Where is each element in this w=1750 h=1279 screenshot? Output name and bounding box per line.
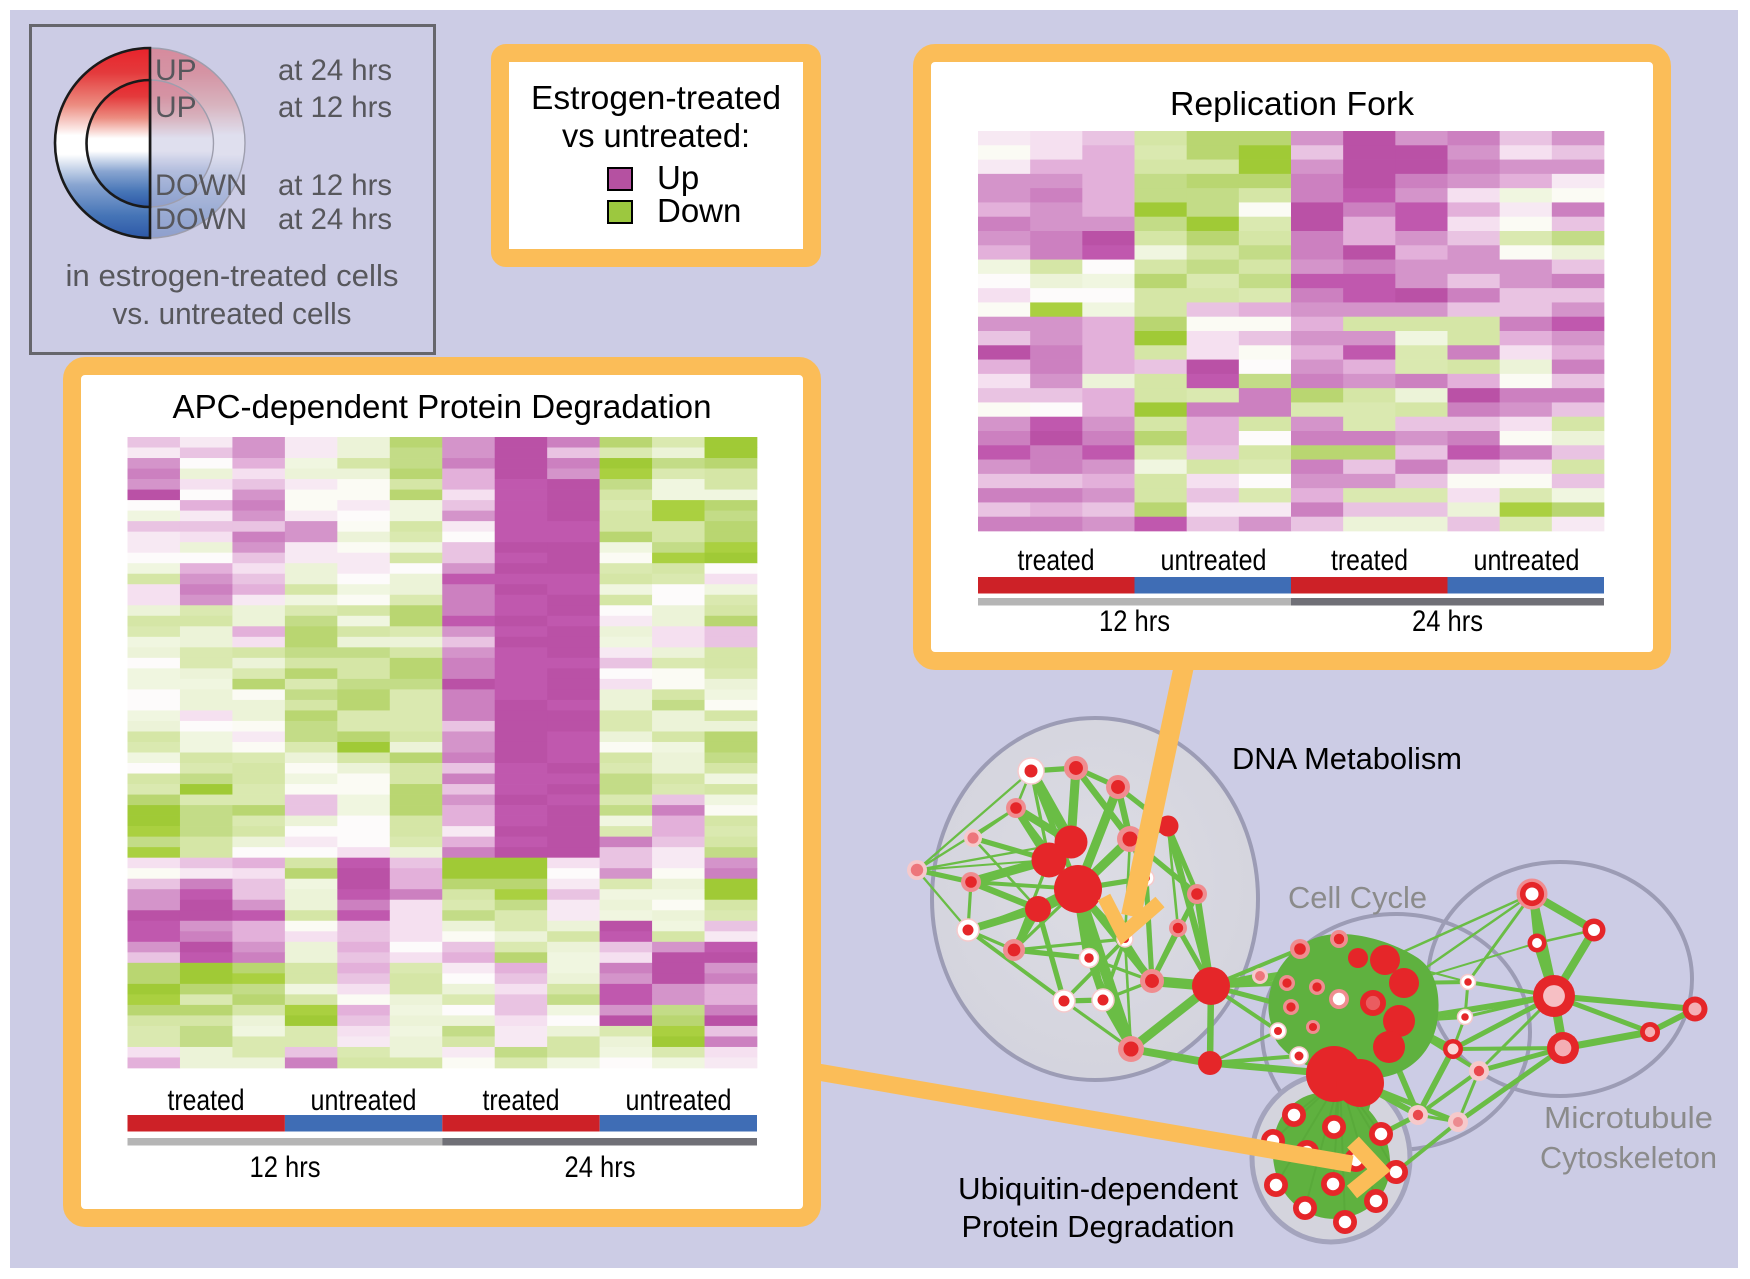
svg-text:untreated: untreated — [311, 1084, 417, 1117]
svg-text:at 24 hrs: at 24 hrs — [278, 54, 392, 87]
svg-text:at 12 hrs: at 12 hrs — [278, 169, 392, 202]
svg-text:24 hrs: 24 hrs — [565, 1151, 636, 1184]
svg-text:Cell Cycle: Cell Cycle — [1288, 880, 1427, 915]
svg-text:DOWN: DOWN — [155, 169, 247, 202]
svg-text:treated: treated — [1018, 544, 1095, 577]
svg-text:at 24 hrs: at 24 hrs — [278, 203, 392, 236]
svg-text:Ubiquitin-dependent: Ubiquitin-dependent — [958, 1171, 1238, 1206]
svg-text:UP: UP — [155, 91, 197, 124]
svg-text:treated: treated — [1331, 544, 1408, 577]
svg-text:Estrogen-treated: Estrogen-treated — [531, 79, 781, 116]
svg-text:untreated: untreated — [626, 1084, 732, 1117]
svg-text:untreated: untreated — [1474, 544, 1580, 577]
svg-text:Replication Fork: Replication Fork — [1170, 85, 1415, 122]
svg-text:12 hrs: 12 hrs — [1099, 605, 1170, 638]
svg-text:untreated: untreated — [1161, 544, 1267, 577]
svg-text:at 12 hrs: at 12 hrs — [278, 91, 392, 124]
svg-text:Protein Degradation: Protein Degradation — [962, 1209, 1235, 1244]
svg-text:Cytoskeleton: Cytoskeleton — [1540, 1140, 1717, 1175]
svg-text:Microtubule: Microtubule — [1544, 1100, 1713, 1135]
svg-text:treated: treated — [168, 1084, 245, 1117]
svg-text:24 hrs: 24 hrs — [1412, 605, 1483, 638]
svg-text:APC-dependent Protein Degradat: APC-dependent Protein Degradation — [173, 388, 712, 425]
svg-text:vs untreated:: vs untreated: — [562, 117, 750, 154]
svg-text:UP: UP — [155, 54, 197, 87]
svg-text:12 hrs: 12 hrs — [250, 1151, 321, 1184]
svg-text:vs. untreated cells: vs. untreated cells — [113, 297, 352, 331]
svg-text:treated: treated — [483, 1084, 560, 1117]
svg-text:in estrogen-treated cells: in estrogen-treated cells — [66, 259, 399, 293]
svg-text:Up: Up — [657, 159, 699, 196]
svg-text:DOWN: DOWN — [155, 203, 247, 236]
svg-text:DNA Metabolism: DNA Metabolism — [1232, 741, 1462, 776]
svg-text:Down: Down — [657, 192, 741, 229]
